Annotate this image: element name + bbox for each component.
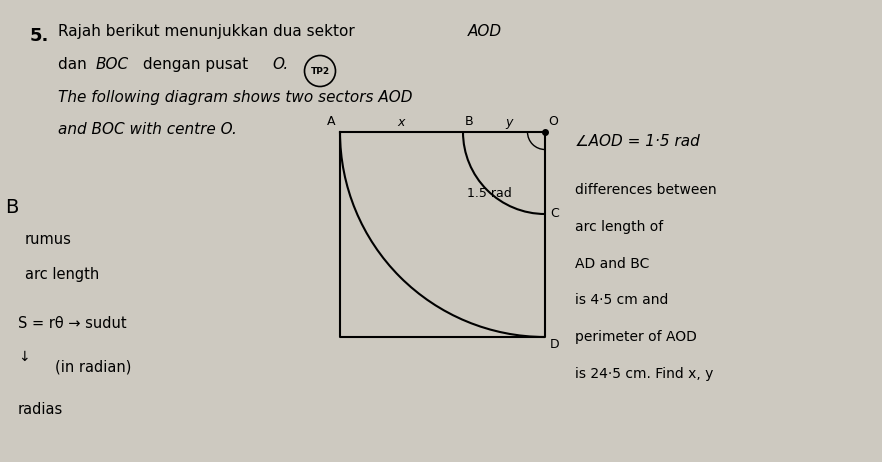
Text: radias: radias <box>18 402 64 418</box>
Text: ∠AOD = 1·5 rad: ∠AOD = 1·5 rad <box>575 134 699 150</box>
Text: perimeter of AOD: perimeter of AOD <box>575 330 697 344</box>
Text: differences between: differences between <box>575 183 716 197</box>
Text: x: x <box>398 116 405 129</box>
Text: dan: dan <box>58 57 92 72</box>
Text: O: O <box>548 115 558 128</box>
Text: A: A <box>326 115 335 128</box>
Text: rumus: rumus <box>25 232 71 248</box>
Text: S = rθ → sudut: S = rθ → sudut <box>18 316 127 332</box>
Text: Rajah berikut menunjukkan dua sektor: Rajah berikut menunjukkan dua sektor <box>58 24 360 39</box>
Text: 5.: 5. <box>30 27 49 45</box>
Text: dengan pusat: dengan pusat <box>138 57 253 72</box>
Text: The following diagram shows two sectors AOD: The following diagram shows two sectors … <box>58 90 413 105</box>
Text: B: B <box>465 115 474 128</box>
Text: is 24·5 cm. Find x, y: is 24·5 cm. Find x, y <box>575 367 714 381</box>
Text: C: C <box>550 207 559 219</box>
Text: arc length of: arc length of <box>575 220 663 234</box>
Text: O.: O. <box>272 57 288 72</box>
Text: BOC: BOC <box>96 57 129 72</box>
Text: TP2: TP2 <box>310 67 330 75</box>
Text: y: y <box>505 116 512 129</box>
Text: and BOC with centre O.: and BOC with centre O. <box>58 122 237 137</box>
Text: AD and BC: AD and BC <box>575 257 649 271</box>
Text: ↓: ↓ <box>18 350 30 364</box>
Text: 1.5 rad: 1.5 rad <box>467 187 512 200</box>
Text: D: D <box>550 338 559 351</box>
Text: is 4·5 cm and: is 4·5 cm and <box>575 293 669 307</box>
Text: AOD: AOD <box>468 24 502 39</box>
Text: arc length: arc length <box>25 267 100 281</box>
Text: B: B <box>5 197 19 217</box>
Text: (in radian): (in radian) <box>55 359 131 375</box>
